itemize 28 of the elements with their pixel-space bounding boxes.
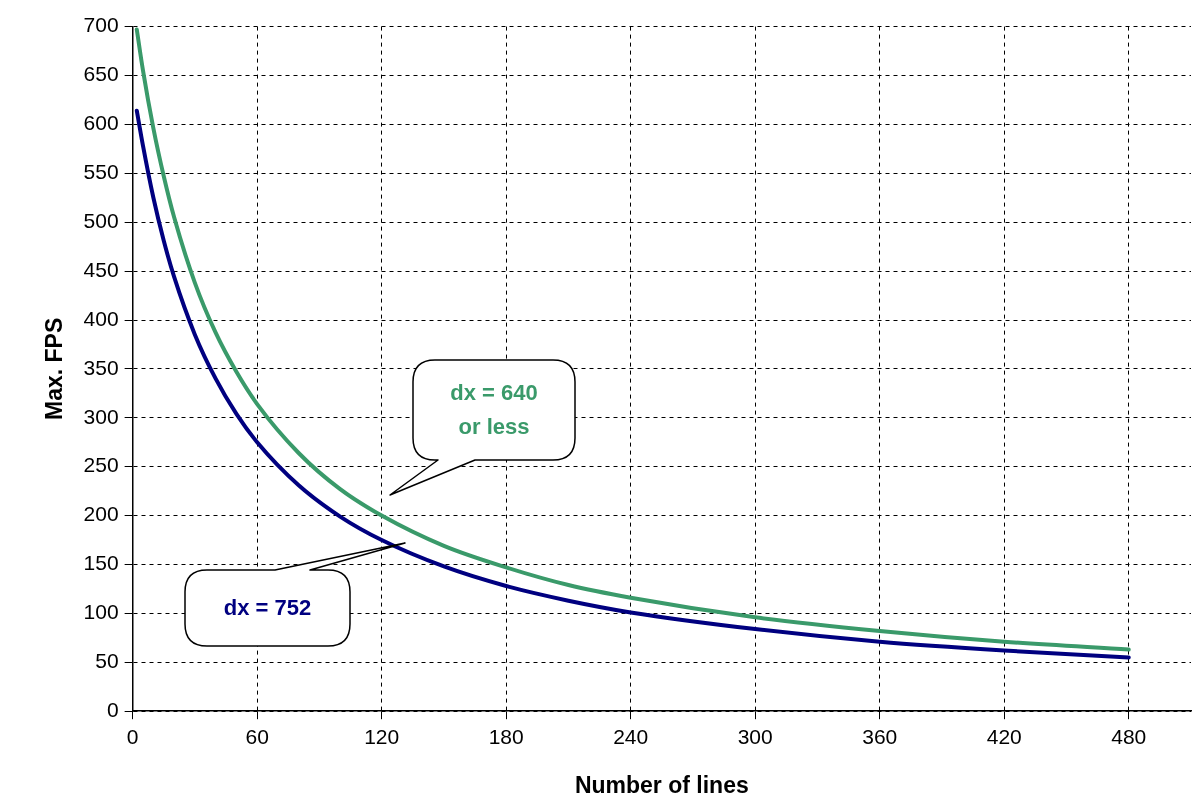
- x-tick-label: 60: [245, 724, 269, 748]
- y-tick-label: 650: [83, 62, 119, 86]
- x-tick-label: 300: [737, 724, 773, 748]
- y-tick-label: 300: [83, 404, 119, 428]
- y-tick-label: 350: [83, 355, 119, 379]
- y-tick-label: 150: [83, 551, 119, 575]
- y-tick-label: 400: [83, 306, 119, 330]
- x-tick-label: 180: [488, 724, 524, 748]
- y-tick-label: 500: [83, 209, 119, 232]
- y-tick-label: 450: [83, 257, 119, 281]
- x-tick-label: 420: [986, 724, 1022, 748]
- x-tick-label: 240: [613, 724, 649, 748]
- annotation: dx = 640 or less: [449, 379, 539, 441]
- y-tick-label: 600: [83, 111, 119, 135]
- x-tick-label: 0: [126, 724, 139, 748]
- y-tick-label: 700: [83, 13, 119, 37]
- y-tick-label: 200: [83, 502, 119, 526]
- y-tick-label: 550: [83, 160, 119, 184]
- y-axis-title: Max. FPS: [41, 317, 68, 421]
- y-tick-label: 250: [83, 453, 119, 477]
- annotation: dx = 752: [223, 594, 312, 622]
- x-tick-label: 480: [1111, 724, 1147, 748]
- x-axis-title: Number of lines: [574, 771, 749, 798]
- y-tick-label: 0: [106, 698, 119, 721]
- y-tick-label: 100: [83, 600, 119, 624]
- x-tick-label: 120: [364, 724, 400, 748]
- y-tick-label: 50: [95, 649, 119, 673]
- x-tick-label: 360: [862, 724, 898, 748]
